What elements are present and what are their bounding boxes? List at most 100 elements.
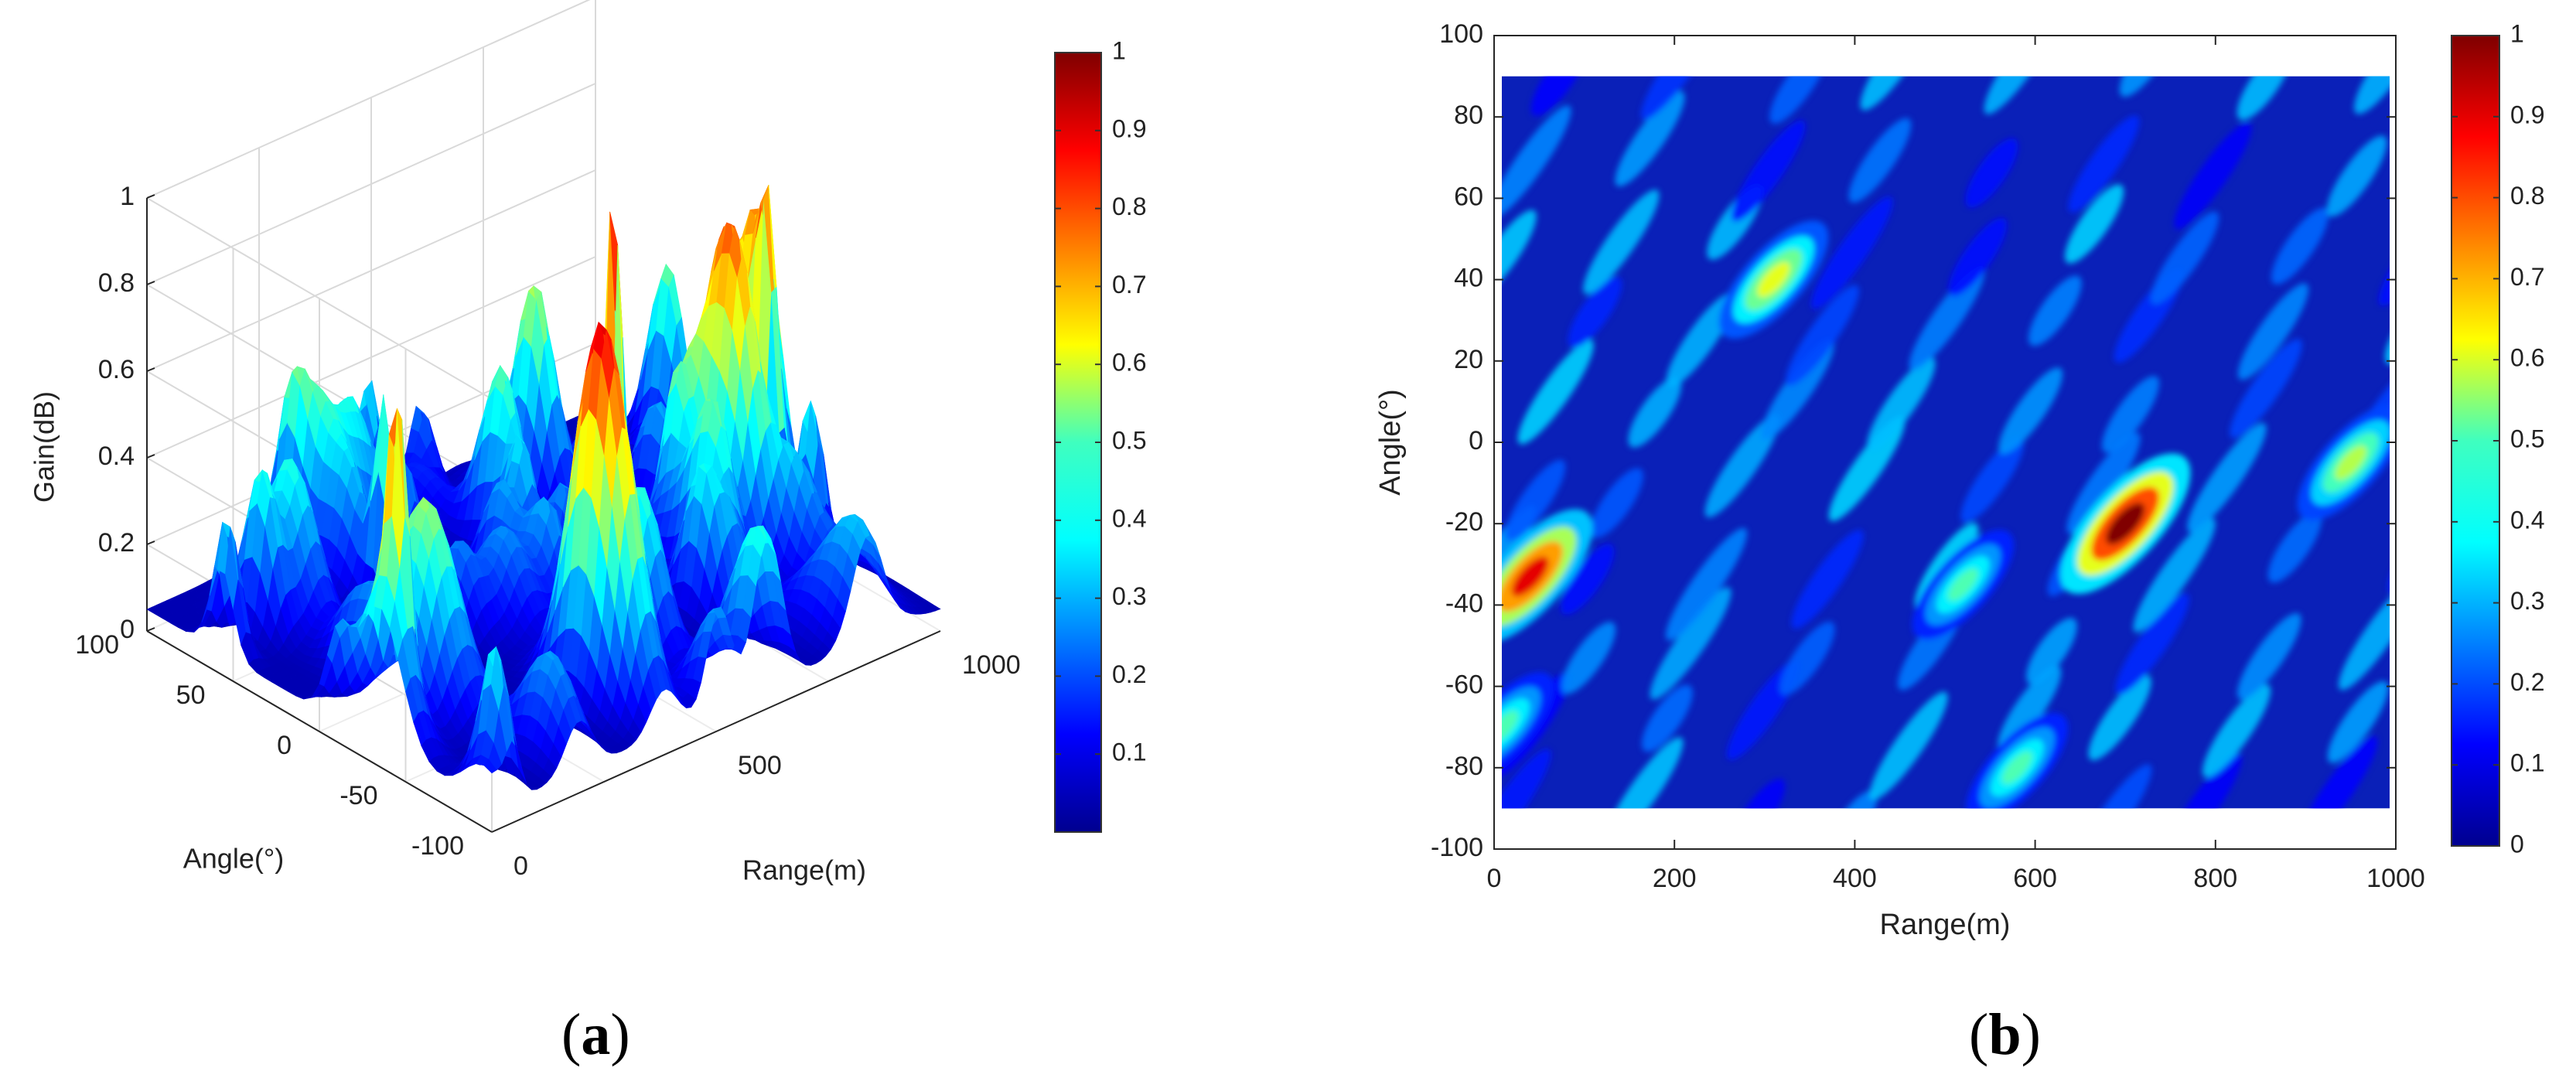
heatmap-peak — [1502, 711, 1519, 744]
y-tick-label: 50 — [176, 680, 206, 710]
colorbar-tick-label: 0.2 — [1112, 660, 1146, 688]
y-tick-label: -40 — [1445, 588, 1483, 618]
heatmap-sidelobe — [2068, 115, 2140, 213]
heatmap-sidelobe — [1848, 118, 1912, 203]
heatmap-sidelobe — [1811, 196, 1893, 309]
heatmap-sidelobe — [1786, 285, 1859, 386]
heatmap-sidelobe — [2026, 618, 2077, 685]
heatmap-sidelobe — [1869, 691, 1948, 800]
heatmap-sidelobe — [2151, 211, 2219, 305]
heatmap-sidelobe — [1769, 76, 1830, 124]
heatmap-sidelobe — [2271, 207, 2329, 285]
panel-label-a: (a) — [561, 1002, 630, 1067]
heatmap-sidelobe — [2066, 432, 2141, 534]
surface-patch — [926, 604, 941, 612]
heatmap-peak — [1947, 568, 1978, 602]
x-tick-label: 400 — [1833, 864, 1877, 893]
z-tick — [146, 281, 155, 285]
z-tick — [146, 541, 155, 545]
z-tick-label: 0.6 — [98, 355, 135, 384]
heatmap-sidelobe — [2339, 578, 2390, 691]
heatmap-sidelobe — [1948, 217, 2007, 296]
y-tick-label: 60 — [1454, 182, 1483, 211]
y-tick-label: 0 — [277, 731, 292, 760]
colorbar-tick-label: 0.7 — [1112, 271, 1146, 298]
z-tick-label: 0.4 — [98, 442, 135, 471]
x-tick-label: 1000 — [2366, 864, 2425, 893]
heatmap-peak — [1511, 556, 1549, 597]
heatmap-sidelobe — [2267, 511, 2322, 583]
colorbar-tick-label: 0.9 — [2510, 101, 2544, 128]
y-tick-label: 20 — [1454, 345, 1483, 374]
colorbar-gradient — [2451, 35, 2500, 847]
x-tick-label: 600 — [2013, 864, 2057, 893]
heatmap-sidelobe — [1984, 76, 2061, 114]
x-axis-label: Range(m) — [1880, 909, 2011, 941]
heatmap-sidelobe — [1641, 684, 1693, 752]
z-tick — [146, 627, 155, 632]
heatmap-sidelobe — [1704, 414, 1780, 518]
panel-label-b: (b) — [1969, 1002, 2041, 1067]
x-tick-label: 1000 — [962, 650, 1021, 680]
surface-mesh — [146, 185, 941, 790]
heatmap-sidelobe — [1965, 138, 2018, 208]
heatmap-sidelobe — [2174, 122, 2252, 230]
heatmap-sidelobe — [2115, 593, 2189, 695]
heatmap-sidelobe — [1909, 266, 1985, 370]
colorbar-tick-label: 0.6 — [1112, 349, 1146, 377]
heatmap-sidelobe — [1640, 76, 1719, 121]
z-tick — [146, 194, 155, 199]
colorbar-tick-label: 0.1 — [1112, 738, 1146, 766]
z-tick — [146, 454, 155, 459]
z-axis-label: Gain(dB) — [29, 391, 60, 503]
y-tick-label: 40 — [1454, 264, 1483, 293]
heatmap-sidelobe — [2101, 376, 2160, 453]
heatmap-peak — [2106, 503, 2145, 545]
y-axis-label: Angle(°) — [183, 843, 284, 875]
heatmap-sidelobe — [2187, 422, 2267, 533]
colorbar-tick-label: 0.4 — [2510, 506, 2544, 534]
heatmap-sidelobe — [2237, 76, 2292, 121]
heatmap-sidelobe — [2354, 76, 2390, 114]
heatmap-sidelobe — [2088, 675, 2151, 761]
heatmap-sidelobe — [2298, 735, 2378, 809]
colorbar-tick-label: 0.2 — [2510, 668, 2544, 696]
heatmap-sidelobe — [1517, 339, 1594, 445]
heatmap-sidelobe — [2161, 753, 2242, 809]
x-tick-label: 0 — [513, 851, 528, 881]
y-tick-label: -100 — [1431, 833, 1483, 862]
heatmap-field — [1502, 76, 2390, 809]
colorbar-tick-label: 0.8 — [1112, 193, 1146, 220]
heatmap-sidelobe — [1779, 621, 1835, 695]
colorbar-a: 0.1 0.2 0.3 0.4 0.5 0.6 0.7 0.8 0.9 1 — [1054, 36, 1146, 833]
heatmap-peak — [2335, 445, 2367, 480]
colorbar-tick-label: 0.7 — [2510, 263, 2544, 291]
heatmap-sidelobe — [2028, 275, 2082, 346]
surface-plot-panel-a: 00.20.40.60.81100500-50-10005001000Gain(… — [29, 0, 1146, 886]
y-tick-label: -60 — [1445, 670, 1483, 700]
heatmap-sidelobe — [1561, 544, 1615, 615]
colorbar-tick-label: 0.9 — [1112, 114, 1146, 142]
heatmap-peak — [1757, 261, 1790, 298]
colorbar-tick-label: 0.1 — [2510, 749, 2544, 777]
heatmap-sidelobe — [2326, 135, 2387, 217]
colorbar-tick-label: 0.5 — [1112, 426, 1146, 454]
y-tick-label: 100 — [1439, 19, 1483, 49]
heatmap-sidelobe — [1665, 527, 1747, 641]
colorbar-gradient — [1054, 52, 1102, 833]
z-tick-label: 1 — [120, 182, 135, 211]
colorbar-tick-label: 1 — [2510, 19, 2524, 47]
heatmap-sidelobe — [1583, 189, 1660, 295]
y-tick-label: -100 — [411, 831, 464, 861]
heatmap-sidelobe — [2072, 764, 2152, 809]
heatmap-sidelobe — [1666, 292, 1735, 387]
heatmap-sidelobe — [2065, 184, 2124, 264]
heatmap-sidelobe — [2202, 684, 2271, 778]
heatmap-sidelobe — [2119, 76, 2179, 97]
colorbar-tick-label: 1 — [1112, 36, 1126, 64]
colorbar-tick-label: 0.3 — [2510, 587, 2544, 615]
heatmap-sidelobe — [1502, 105, 1571, 220]
colorbar-tick-label: 0.3 — [1112, 582, 1146, 610]
colorbar-tick-label: 0.4 — [1112, 504, 1146, 532]
colorbar-tick-label: 0 — [2510, 830, 2524, 858]
